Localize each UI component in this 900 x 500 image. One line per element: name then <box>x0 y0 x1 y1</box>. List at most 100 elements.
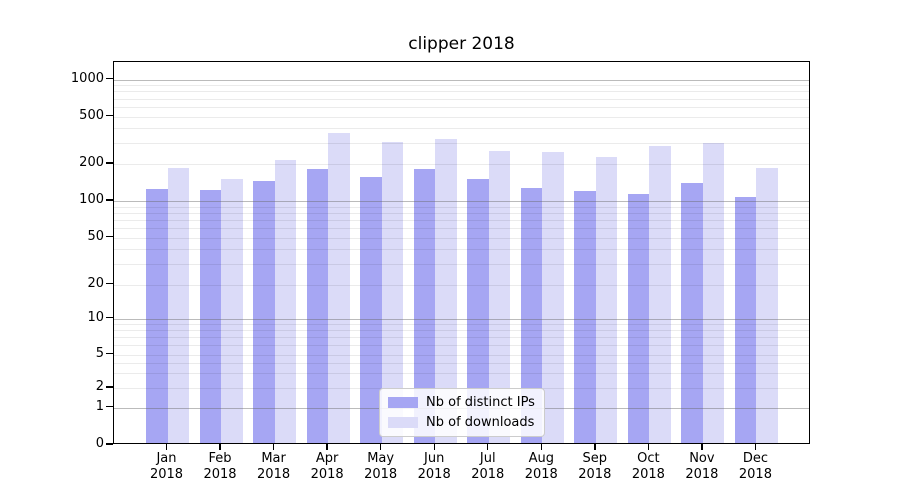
x-tick-mark-jan <box>165 444 168 450</box>
gridline-80 <box>114 212 809 214</box>
bar-downloads-nov <box>702 142 725 443</box>
x-tick-mark-jul <box>487 444 489 450</box>
gridline-5 <box>114 354 809 356</box>
x-tick-mark-mar <box>272 444 275 450</box>
y-tick-label-20: 20 <box>87 275 104 291</box>
y-tick-mark-20 <box>106 282 113 285</box>
bar-distinct-ips-nov <box>681 183 703 443</box>
bar-downloads-may <box>381 141 404 443</box>
gridline-9 <box>114 323 809 325</box>
y-tick-mark-100 <box>106 199 113 201</box>
y-tick-label-200: 200 <box>79 155 104 170</box>
bar-downloads-sep <box>595 157 618 443</box>
y-tick-label-1: 1 <box>95 398 104 414</box>
y-tick-mark-50 <box>106 235 113 238</box>
x-tick-mark-dec <box>754 444 757 450</box>
x-tick-mark-nov <box>701 444 703 450</box>
bar-distinct-ips-jun <box>413 169 436 443</box>
gridline-70 <box>114 219 809 221</box>
x-tick-mark-sep <box>594 444 596 450</box>
y-tick-label-50: 50 <box>87 228 104 244</box>
gridline-400 <box>114 128 809 130</box>
bar-downloads-dec <box>756 168 778 443</box>
y-tick-label-5: 5 <box>95 345 104 361</box>
gridline-8 <box>114 330 809 332</box>
x-tick-label-jul: Jul 2018 <box>471 451 505 482</box>
bar-distinct-ips-dec <box>734 196 757 443</box>
y-tick-label-2: 2 <box>95 379 104 394</box>
gridline-4 <box>114 362 809 364</box>
y-tick-label-1000: 1000 <box>70 70 104 86</box>
bar-distinct-ips-apr <box>306 169 329 443</box>
y-tick-label-0: 0 <box>95 436 104 451</box>
bars-layer <box>114 62 809 443</box>
x-tick-label-dec: Dec 2018 <box>738 451 772 482</box>
y-tick-mark-1000 <box>106 77 113 80</box>
gridline-100 <box>114 201 809 203</box>
y-tick-mark-2 <box>106 386 113 388</box>
x-tick-mark-may <box>379 444 382 450</box>
y-tick-mark-10 <box>106 316 113 319</box>
x-tick-label-may: May 2018 <box>364 451 398 482</box>
bar-distinct-ips-jul <box>467 179 489 443</box>
y-tick-mark-0 <box>106 443 113 445</box>
gridline-60 <box>114 227 809 229</box>
gridline-6 <box>114 345 809 347</box>
bar-distinct-ips-mar <box>253 181 275 443</box>
gridline-40 <box>114 248 809 250</box>
gridline-7 <box>114 337 809 339</box>
legend-item-downloads: Nb of downloads <box>388 415 535 430</box>
gridline-300 <box>114 142 809 144</box>
x-tick-label-jan: Jan 2018 <box>149 451 184 482</box>
y-tick-label-500: 500 <box>79 107 104 123</box>
bar-downloads-jun <box>435 138 457 443</box>
gridlines-layer <box>114 62 809 443</box>
gridline-3 <box>114 373 809 375</box>
x-tick-label-aug: Aug 2018 <box>524 451 558 482</box>
y-tick-mark-5 <box>106 352 113 355</box>
x-tick-label-oct: Oct 2018 <box>631 451 665 482</box>
gridline-600 <box>114 106 809 108</box>
y-tick-mark-200 <box>106 162 113 164</box>
legend-swatch-downloads <box>388 417 418 428</box>
y-tick-label-100: 100 <box>79 192 104 207</box>
y-tick-label-10: 10 <box>87 309 104 325</box>
bar-distinct-ips-aug <box>520 187 543 443</box>
bar-distinct-ips-jan <box>146 189 168 443</box>
gridline-700 <box>114 98 809 100</box>
legend-label-downloads: Nb of downloads <box>426 415 535 430</box>
x-tick-mark-apr <box>326 444 328 450</box>
x-tick-label-nov: Nov 2018 <box>685 451 719 482</box>
gridline-200 <box>114 164 809 165</box>
gridline-50 <box>114 237 809 239</box>
x-tick-label-jun: Jun 2018 <box>417 451 451 482</box>
y-tick-mark-1 <box>106 405 113 408</box>
x-tick-label-mar: Mar 2018 <box>257 451 291 482</box>
x-tick-mark-oct <box>647 444 650 450</box>
chart-title: clipper 2018 <box>408 34 515 54</box>
x-tick-label-feb: Feb 2018 <box>203 451 237 482</box>
legend-swatch-distinct-ips <box>388 397 418 408</box>
x-tick-mark-jun <box>433 444 435 450</box>
gridline-500 <box>114 116 809 118</box>
x-tick-mark-aug <box>540 444 542 450</box>
plot-area: Nb of distinct IPs Nb of downloads <box>113 61 810 444</box>
x-tick-label-sep: Sep 2018 <box>578 451 612 482</box>
y-tick-mark-500 <box>106 114 113 117</box>
bar-downloads-apr <box>328 132 350 443</box>
legend-label-distinct-ips: Nb of distinct IPs <box>426 395 535 410</box>
bar-distinct-ips-oct <box>627 193 650 443</box>
legend: Nb of distinct IPs Nb of downloads <box>379 388 545 437</box>
gridline-900 <box>114 85 809 87</box>
bar-distinct-ips-sep <box>574 191 596 443</box>
bar-downloads-oct <box>649 145 671 443</box>
bar-downloads-feb <box>221 179 243 443</box>
gridline-1000 <box>114 79 809 81</box>
bar-downloads-jan <box>167 168 189 443</box>
gridline-90 <box>114 206 809 208</box>
legend-item-distinct-ips: Nb of distinct IPs <box>388 395 535 410</box>
gridline-800 <box>114 91 809 93</box>
gridline-20 <box>114 284 809 286</box>
x-tick-label-apr: Apr 2018 <box>310 451 344 482</box>
